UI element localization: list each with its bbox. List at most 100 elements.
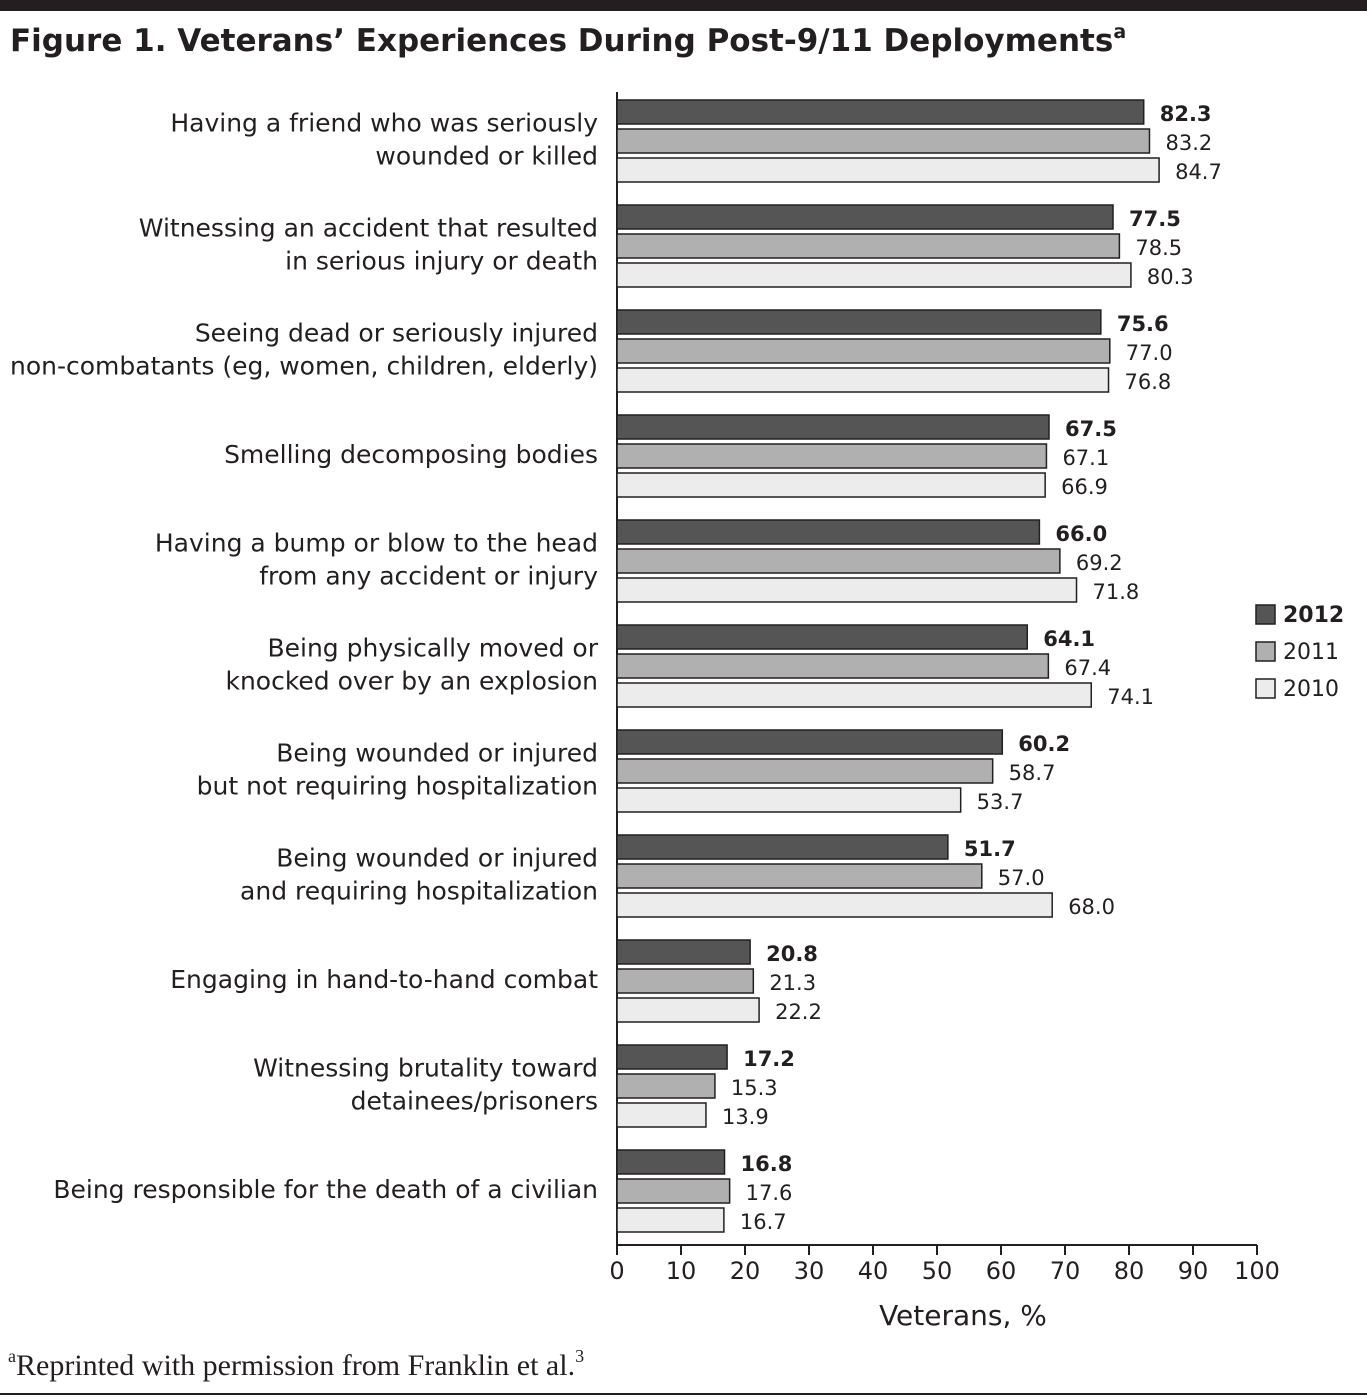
bar <box>616 787 962 813</box>
category-label: Being wounded or injured <box>276 844 598 873</box>
footnote-ref: 3 <box>575 1346 584 1366</box>
bar <box>616 472 1046 498</box>
value-label: 75.6 <box>1117 312 1169 336</box>
legend-swatch <box>1255 678 1276 699</box>
footnote-marker: a <box>8 1346 16 1366</box>
bar <box>616 939 751 965</box>
category-label: Engaging in hand-to-hand combat <box>170 965 598 994</box>
value-label: 13.9 <box>722 1105 769 1129</box>
value-label: 80.3 <box>1147 265 1194 289</box>
bar <box>616 1073 716 1099</box>
bar <box>616 624 1028 650</box>
bar <box>616 892 1053 918</box>
category-label: Smelling decomposing bodies <box>224 440 598 469</box>
value-label: 74.1 <box>1107 685 1154 709</box>
x-tick-label: 20 <box>730 1257 761 1285</box>
legend-swatch <box>1255 604 1276 625</box>
bar <box>616 157 1160 183</box>
legend-label: 2011 <box>1283 640 1339 665</box>
category-label: Being physically moved or <box>267 634 598 663</box>
title-superscript: a <box>1113 21 1126 43</box>
category-label: Being wounded or injured <box>276 739 598 768</box>
category-label: wounded or killed <box>375 142 598 171</box>
value-label: 69.2 <box>1076 551 1123 575</box>
legend-swatch <box>1255 641 1276 662</box>
bar <box>616 729 1004 755</box>
value-label: 16.7 <box>740 1210 787 1234</box>
bar <box>616 262 1132 288</box>
value-label: 78.5 <box>1135 236 1182 260</box>
category-label: Seeing dead or seriously injured <box>195 319 598 348</box>
bar <box>616 309 1102 335</box>
value-label: 66.0 <box>1055 522 1107 546</box>
top-rule <box>0 0 1367 11</box>
chart-title: Figure 1. Veterans’ Experiences During P… <box>10 21 1126 59</box>
value-label: 67.4 <box>1064 656 1111 680</box>
x-tick-label: 30 <box>794 1257 825 1285</box>
value-label: 66.9 <box>1061 475 1108 499</box>
value-label: 17.2 <box>743 1047 795 1071</box>
legend-label: 2012 <box>1283 603 1344 628</box>
bar <box>616 1102 707 1128</box>
value-label: 53.7 <box>977 790 1024 814</box>
bar <box>616 548 1061 574</box>
footnote-text: Reprinted with permission from Franklin … <box>16 1349 575 1382</box>
value-label: 17.6 <box>746 1181 793 1205</box>
value-label: 15.3 <box>731 1076 778 1100</box>
value-label: 84.7 <box>1175 160 1222 184</box>
value-label: 68.0 <box>1068 895 1115 919</box>
bar <box>616 233 1121 259</box>
value-label: 20.8 <box>766 942 818 966</box>
bar <box>616 1149 726 1175</box>
bar <box>616 128 1151 154</box>
value-label: 76.8 <box>1125 370 1172 394</box>
footnote: aReprinted with permission from Franklin… <box>8 1346 584 1382</box>
bar <box>616 367 1110 393</box>
category-label: knocked over by an explosion <box>225 667 598 696</box>
value-label: 77.0 <box>1126 341 1173 365</box>
bar <box>616 682 1092 708</box>
value-label: 83.2 <box>1165 131 1212 155</box>
bar <box>616 834 949 860</box>
legend-label: 2010 <box>1283 677 1339 702</box>
bar <box>616 1207 725 1233</box>
x-axis-title: Veterans, % <box>879 1299 1047 1332</box>
bar <box>616 414 1050 440</box>
x-tick-label: 10 <box>666 1257 697 1285</box>
value-label: 82.3 <box>1160 102 1212 126</box>
category-label: Having a bump or blow to the head <box>155 529 598 558</box>
bar <box>616 863 983 889</box>
x-tick-label: 40 <box>858 1257 889 1285</box>
category-label: but not requiring hospitalization <box>197 772 598 801</box>
category-label: from any accident or injury <box>259 562 598 591</box>
x-tick-label: 50 <box>922 1257 953 1285</box>
value-label: 71.8 <box>1093 580 1140 604</box>
category-label: Witnessing brutality toward <box>253 1054 598 1083</box>
x-tick-label: 80 <box>1114 1257 1145 1285</box>
bar <box>616 997 760 1023</box>
x-tick-label: 60 <box>986 1257 1017 1285</box>
bar <box>616 338 1111 364</box>
category-label: non-combatants (eg, women, children, eld… <box>10 352 598 381</box>
value-label: 51.7 <box>964 837 1016 861</box>
value-label: 57.0 <box>998 866 1045 890</box>
value-label: 67.1 <box>1062 446 1109 470</box>
category-label: and requiring hospitalization <box>240 877 598 906</box>
value-label: 22.2 <box>775 1000 822 1024</box>
bar <box>616 1044 728 1070</box>
value-label: 77.5 <box>1129 207 1181 231</box>
bar <box>616 577 1078 603</box>
bar <box>616 204 1114 230</box>
value-label: 16.8 <box>741 1152 793 1176</box>
bar <box>616 968 755 994</box>
bar <box>616 1178 731 1204</box>
bar <box>616 99 1145 125</box>
value-label: 64.1 <box>1043 627 1095 651</box>
category-label: Being responsible for the death of a civ… <box>53 1175 598 1204</box>
bar <box>616 653 1050 679</box>
bar <box>616 443 1048 469</box>
bar <box>616 758 994 784</box>
category-label: Witnessing an accident that resulted <box>139 214 598 243</box>
value-label: 58.7 <box>1009 761 1056 785</box>
